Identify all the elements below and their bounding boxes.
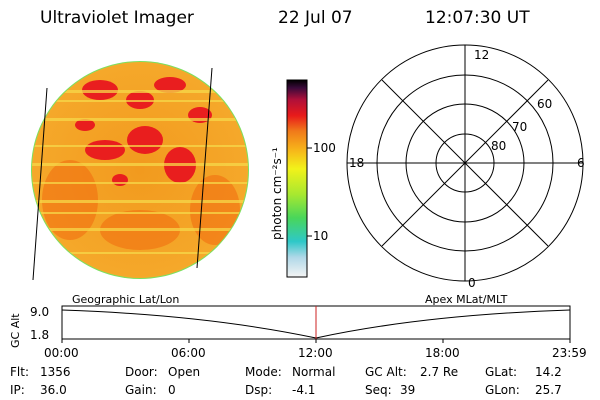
app-title: Ultraviolet Imager bbox=[40, 8, 194, 28]
gain-label: Gain: bbox=[125, 383, 157, 397]
glon-label: GLon: bbox=[485, 383, 520, 397]
timeline-plot bbox=[61, 305, 571, 343]
x-tick-2359: 23:59 bbox=[552, 346, 587, 360]
seq-label: Seq: bbox=[365, 383, 392, 397]
ip-label: IP: bbox=[10, 383, 25, 397]
glat-label: GLat: bbox=[485, 365, 518, 379]
ip-value: 36.0 bbox=[40, 383, 67, 397]
colorbar-unit-label: photon cm⁻²s⁻¹ bbox=[270, 147, 284, 240]
polar-grid bbox=[346, 44, 584, 282]
color-bar bbox=[286, 79, 308, 278]
door-label: Door: bbox=[125, 365, 158, 379]
mlt-label-0: 0 bbox=[468, 276, 476, 290]
x-tick-1800: 18:00 bbox=[425, 346, 460, 360]
colorbar-label-100: 100 bbox=[313, 141, 336, 155]
door-value: Open bbox=[168, 365, 201, 379]
time-label: 12:07:30 UT bbox=[425, 8, 530, 28]
apex-caption: Apex MLat/MLT bbox=[425, 293, 508, 306]
y-tick-9: 9.0 bbox=[30, 305, 50, 319]
x-tick-0600: 06:00 bbox=[171, 346, 206, 360]
uv-disk-image bbox=[31, 61, 249, 281]
mlt-label-12: 12 bbox=[474, 48, 490, 62]
colorbar-label-10: 10 bbox=[313, 229, 329, 243]
mlt-label-6: 6 bbox=[577, 156, 585, 170]
seq-value: 39 bbox=[400, 383, 416, 397]
mode-value: Normal bbox=[292, 365, 336, 379]
lat-label-80: 80 bbox=[491, 139, 507, 153]
lat-label-70: 70 bbox=[512, 120, 528, 134]
flt-value: 1356 bbox=[40, 365, 71, 379]
gain-value: 0 bbox=[168, 383, 176, 397]
gc-alt-value: 2.7 Re bbox=[420, 365, 459, 379]
dsp-value: -4.1 bbox=[292, 383, 316, 397]
lat-label-60: 60 bbox=[537, 97, 553, 111]
glat-value: 14.2 bbox=[535, 365, 562, 379]
flt-label: Flt: bbox=[10, 365, 29, 379]
x-tick-0000: 00:00 bbox=[44, 346, 79, 360]
gc-alt-label: GC Alt: bbox=[365, 365, 407, 379]
y-tick-1-8: 1.8 bbox=[30, 328, 50, 342]
date-label: 22 Jul 07 bbox=[278, 8, 353, 28]
dsp-label: Dsp: bbox=[245, 383, 273, 397]
mlt-label-18: 18 bbox=[349, 156, 365, 170]
gc-alt-axis-label: GC Alt bbox=[9, 313, 22, 348]
geographic-caption: Geographic Lat/Lon bbox=[72, 293, 180, 306]
glon-value: 25.7 bbox=[535, 383, 562, 397]
mode-label: Mode: bbox=[245, 365, 282, 379]
x-tick-1200: 12:00 bbox=[298, 346, 333, 360]
